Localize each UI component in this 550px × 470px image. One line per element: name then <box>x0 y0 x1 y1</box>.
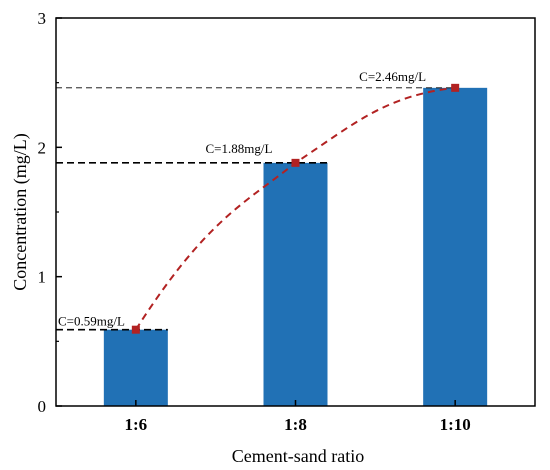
bar-3 <box>423 87 488 406</box>
bar-2 <box>263 162 328 406</box>
y-tick-label: 3 <box>38 9 47 28</box>
plot-area: C=0.59mg/L C=1.88mg/L C=2.46mg/L 0 1 2 3 1:6 1:8… <box>38 9 536 434</box>
bar-1 <box>103 329 168 406</box>
y-axis-title: Concentration (mg/L) <box>10 133 31 290</box>
annotation-1: C=0.59mg/L <box>58 314 125 329</box>
x-tick-label: 1:8 <box>284 415 307 434</box>
annotation-2: C=1.88mg/L <box>206 141 273 156</box>
trend-marker-2 <box>291 158 300 167</box>
x-tick-label: 1:6 <box>124 415 147 434</box>
y-tick-label: 1 <box>38 268 47 287</box>
trend-marker-1 <box>131 325 140 334</box>
trend-marker-3 <box>451 83 460 92</box>
x-axis-title: Cement-sand ratio <box>232 446 364 466</box>
x-tick-label: 1:10 <box>440 415 471 434</box>
annotation-3: C=2.46mg/L <box>359 69 426 84</box>
y-tick-label: 0 <box>38 397 47 416</box>
y-tick-label: 2 <box>38 138 47 157</box>
